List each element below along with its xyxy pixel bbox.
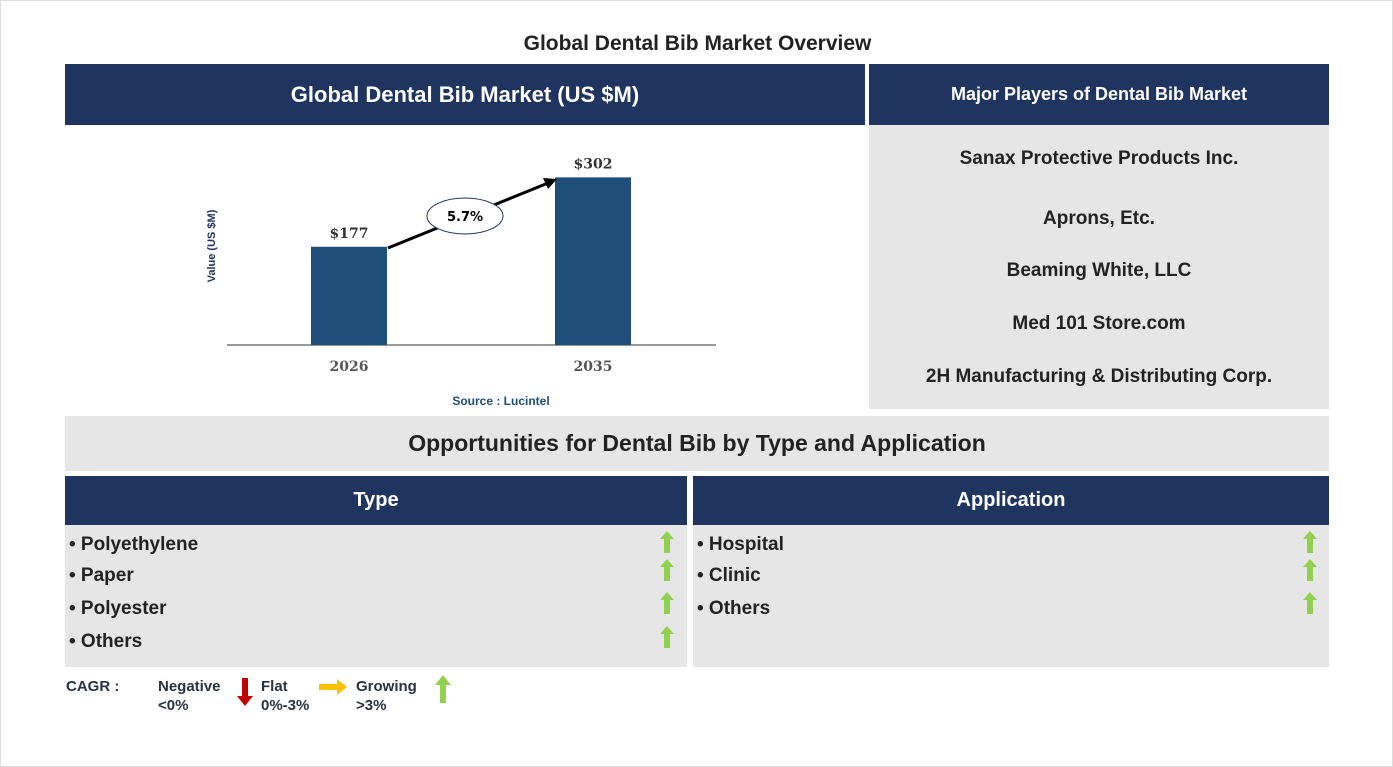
player-item: Beaming White, LLC: [1006, 260, 1192, 281]
application-item: • Hospital: [697, 534, 784, 555]
cagr-arrowhead: [543, 178, 557, 189]
legend-label: CAGR :: [66, 678, 120, 695]
growing-arrow-icon: [1303, 592, 1317, 614]
application-item: • Clinic: [697, 565, 761, 586]
chart-header: Global Dental Bib Market (US $M): [65, 64, 865, 125]
legend-growing-label: Growing: [356, 678, 417, 695]
page-title: Global Dental Bib Market Overview: [523, 32, 872, 55]
x-tick-label: 2026: [330, 359, 369, 375]
type-header: Type: [65, 476, 687, 525]
y-axis-label: Value (US $M): [206, 209, 218, 282]
type-item: • Paper: [69, 565, 134, 586]
type-item: • Others: [69, 631, 143, 652]
type-item: • Polyester: [69, 598, 167, 619]
negative-arrow-icon: [237, 678, 253, 706]
opportunities-header: Opportunities for Dental Bib by Type and…: [65, 416, 1329, 471]
bar-2026: [311, 246, 387, 345]
growing-arrow-icon: [660, 559, 674, 581]
legend-flat-range: 0%-3%: [261, 697, 310, 714]
legend-growing-range: >3%: [356, 697, 387, 714]
growing-arrow-icon: [660, 626, 674, 648]
legend-growing: Growing >3%: [356, 677, 417, 715]
type-item: • Polyethylene: [69, 534, 199, 555]
player-item: Sanax Protective Products Inc.: [959, 148, 1239, 169]
legend-negative: Negative <0%: [158, 677, 221, 715]
application-item: • Others: [697, 598, 771, 619]
legend-flat-label: Flat: [261, 678, 288, 695]
player-item: 2H Manufacturing & Distributing Corp.: [925, 366, 1273, 387]
legend-negative-range: <0%: [158, 697, 189, 714]
growing-arrow-icon: [660, 531, 674, 553]
players-panel: [869, 125, 1329, 409]
legend-negative-label: Negative: [158, 678, 221, 695]
type-panel: [65, 525, 687, 667]
application-panel: [693, 525, 1329, 667]
growing-arrow-icon: [1303, 559, 1317, 581]
bar-chart: Value (US $M) $177 2026 $302 2035 5.7% Sour…: [206, 156, 716, 408]
player-item: Aprons, Etc.: [1043, 208, 1155, 229]
bar-2035: [555, 177, 631, 345]
x-tick-label: 2035: [574, 359, 613, 375]
data-label: $302: [574, 156, 613, 172]
growing-arrow-icon: [1303, 531, 1317, 553]
player-item: Med 101 Store.com: [1012, 313, 1186, 334]
source-label: Source : Lucintel: [452, 394, 549, 408]
players-header: Major Players of Dental Bib Market: [869, 64, 1329, 125]
flat-arrow-icon: [319, 679, 347, 695]
legend-flat: Flat 0%-3%: [261, 677, 309, 715]
data-label: $177: [330, 226, 369, 242]
cagr-bubble: [426, 197, 504, 235]
application-header: Application: [693, 476, 1329, 525]
cagr-label: 5.7%: [447, 210, 483, 225]
growing-arrow-icon: [660, 592, 674, 614]
growing-arrow-icon: [435, 675, 451, 703]
